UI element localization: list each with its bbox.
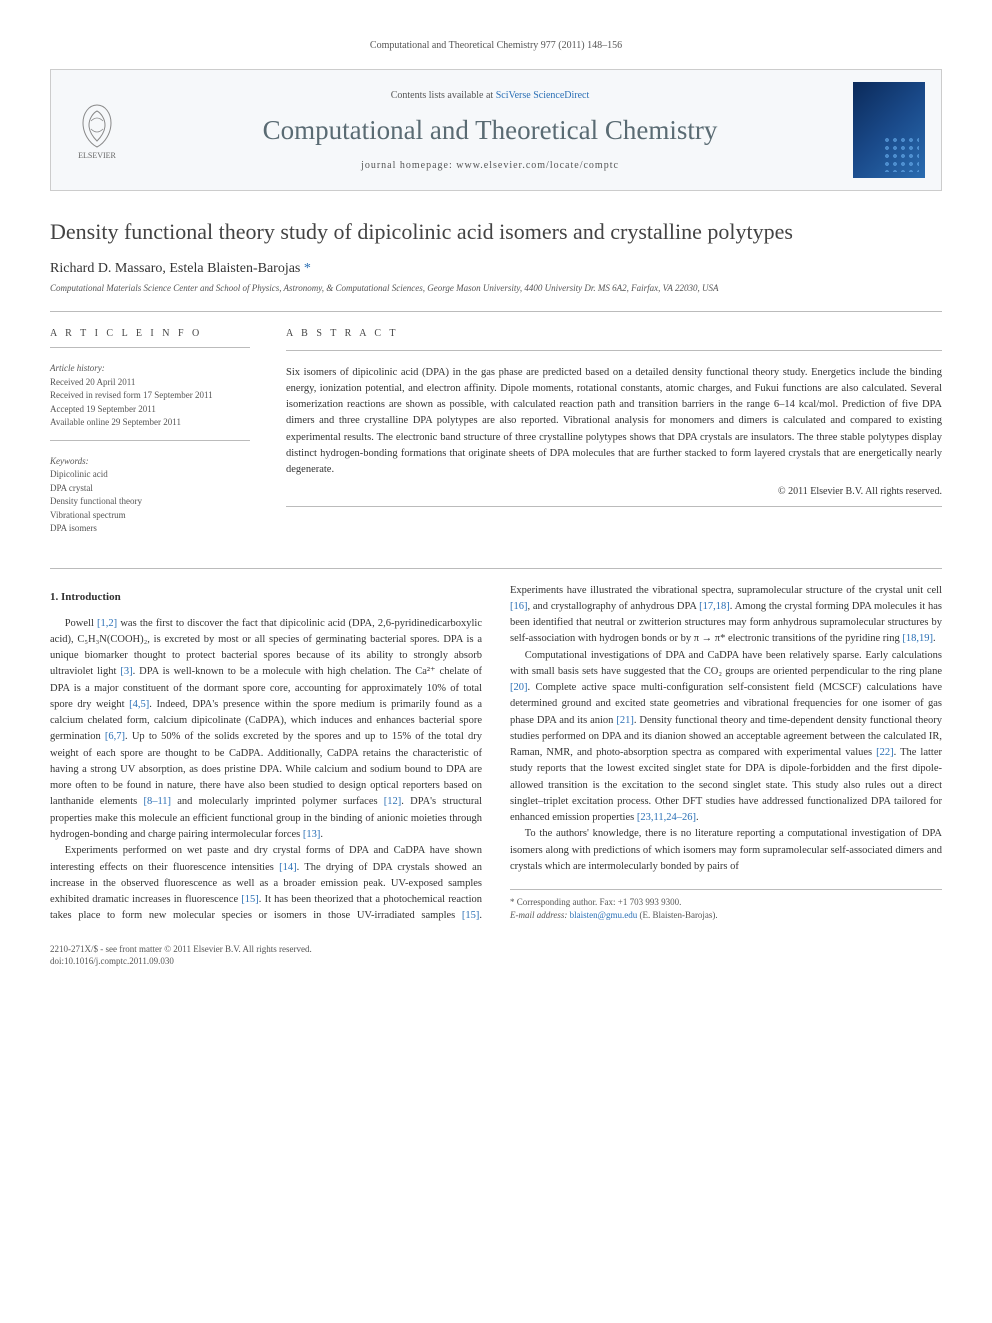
keyword: DPA isomers xyxy=(50,522,250,536)
copyright-line: 2210-271X/$ - see front matter © 2011 El… xyxy=(50,943,942,956)
sciencedirect-link[interactable]: SciVerse ScienceDirect xyxy=(496,90,590,101)
footnotes: * Corresponding author. Fax: +1 703 993 … xyxy=(510,889,942,921)
citation-link[interactable]: [1,2] xyxy=(97,618,117,629)
citation-link[interactable]: [6,7] xyxy=(105,731,125,742)
citation-link[interactable]: [12] xyxy=(384,796,402,807)
history-label: Article history: xyxy=(50,362,250,376)
citation-link[interactable]: [14] xyxy=(279,862,297,873)
paragraph: Powell [1,2] was the first to discover t… xyxy=(50,616,482,844)
email-link[interactable]: blaisten@gmu.edu xyxy=(570,910,638,920)
author-list: Richard D. Massaro, Estela Blaisten-Baro… xyxy=(50,261,942,277)
abstract-column: A B S T R A C T Six isomers of dipicolin… xyxy=(286,326,942,546)
history-item: Received in revised form 17 September 20… xyxy=(50,389,250,403)
keyword: Dipicolinic acid xyxy=(50,468,250,482)
citation-link[interactable]: [13] xyxy=(303,829,321,840)
elsevier-logo: ELSEVIER xyxy=(67,95,127,165)
abstract-heading: A B S T R A C T xyxy=(286,326,942,342)
citation-link[interactable]: [20] xyxy=(510,682,528,693)
keyword: Density functional theory xyxy=(50,495,250,509)
doi-line: doi:10.1016/j.comptc.2011.09.030 xyxy=(50,955,942,968)
keyword: Vibrational spectrum xyxy=(50,509,250,523)
section-heading: 1. Introduction xyxy=(50,589,482,606)
email-footnote: E-mail address: blaisten@gmu.edu (E. Bla… xyxy=(510,909,942,922)
citation-link[interactable]: [15] xyxy=(241,894,259,905)
keyword: DPA crystal xyxy=(50,482,250,496)
abstract-copyright: © 2011 Elsevier B.V. All rights reserved… xyxy=(286,484,942,500)
journal-homepage: journal homepage: www.elsevier.com/locat… xyxy=(143,160,837,171)
citation-link[interactable]: [22] xyxy=(876,747,894,758)
citation-link[interactable]: [15] xyxy=(462,910,480,921)
citation-link[interactable]: [17,18] xyxy=(699,601,730,612)
corresponding-footnote: * Corresponding author. Fax: +1 703 993 … xyxy=(510,896,942,909)
article-info-column: A R T I C L E I N F O Article history: R… xyxy=(50,326,250,546)
abstract-text: Six isomers of dipicolinic acid (DPA) in… xyxy=(286,365,942,479)
history-item: Available online 29 September 2011 xyxy=(50,416,250,430)
citation-link[interactable]: [21] xyxy=(616,715,634,726)
citation-link[interactable]: [23,11,24–26] xyxy=(637,812,696,823)
history-item: Received 20 April 2011 xyxy=(50,376,250,390)
journal-cover-thumb xyxy=(853,82,925,178)
keywords-label: Keywords: xyxy=(50,455,250,469)
separator xyxy=(50,311,942,312)
paragraph: To the authors' knowledge, there is no l… xyxy=(510,826,942,875)
affiliation: Computational Materials Science Center a… xyxy=(50,283,942,293)
paragraph: Computational investigations of DPA and … xyxy=(510,648,942,827)
running-header: Computational and Theoretical Chemistry … xyxy=(50,40,942,51)
article-title: Density functional theory study of dipic… xyxy=(50,219,942,245)
corresponding-author-link[interactable]: * xyxy=(304,261,311,276)
article-body: 1. Introduction Powell [1,2] was the fir… xyxy=(50,583,942,925)
citation-link[interactable]: [3] xyxy=(120,666,132,677)
article-info-heading: A R T I C L E I N F O xyxy=(50,326,250,341)
contents-line: Contents lists available at SciVerse Sci… xyxy=(143,90,837,101)
citation-link[interactable]: [18,19] xyxy=(902,633,933,644)
citation-link[interactable]: [8–11] xyxy=(143,796,171,807)
journal-header-box: ELSEVIER Contents lists available at Sci… xyxy=(50,69,942,191)
journal-name: Computational and Theoretical Chemistry xyxy=(143,115,837,146)
history-item: Accepted 19 September 2011 xyxy=(50,403,250,417)
citation-link[interactable]: [4,5] xyxy=(129,699,149,710)
page-footer: 2210-271X/$ - see front matter © 2011 El… xyxy=(50,943,942,968)
citation-link[interactable]: [16] xyxy=(510,601,528,612)
